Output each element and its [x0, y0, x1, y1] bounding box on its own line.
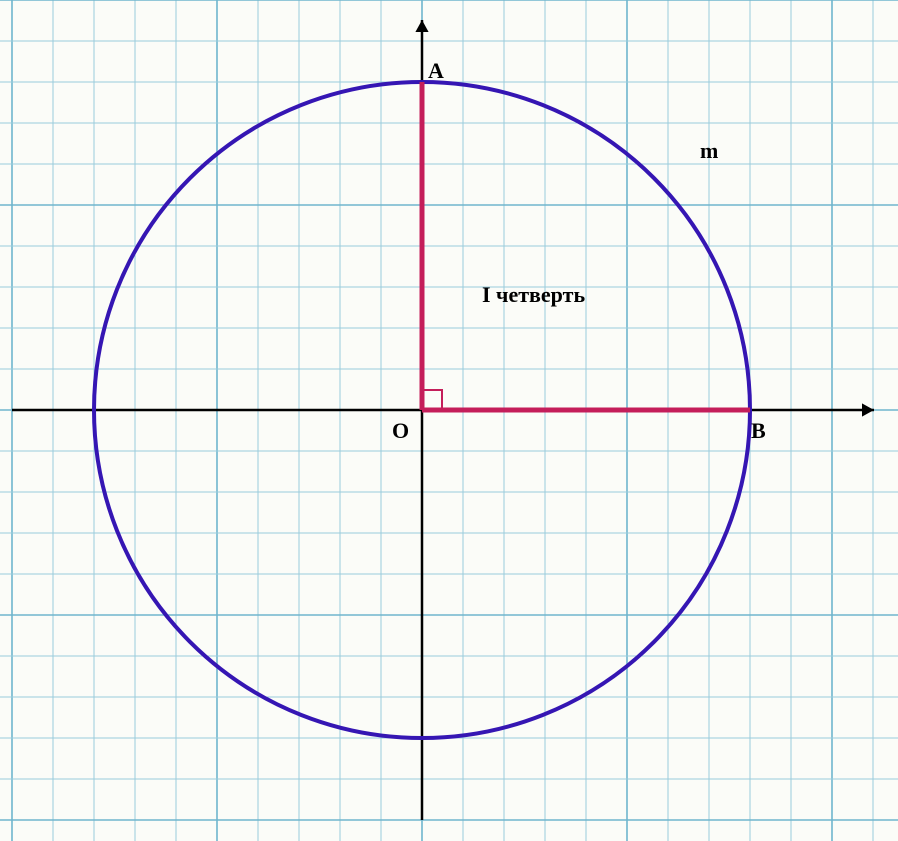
- label-m: m: [700, 138, 718, 164]
- label-B: B: [751, 418, 766, 444]
- label-A: A: [428, 58, 444, 84]
- unit-circle-diagram: A B O m I четверть: [0, 0, 898, 841]
- label-quad: I четверть: [482, 282, 585, 308]
- label-O: O: [392, 418, 409, 444]
